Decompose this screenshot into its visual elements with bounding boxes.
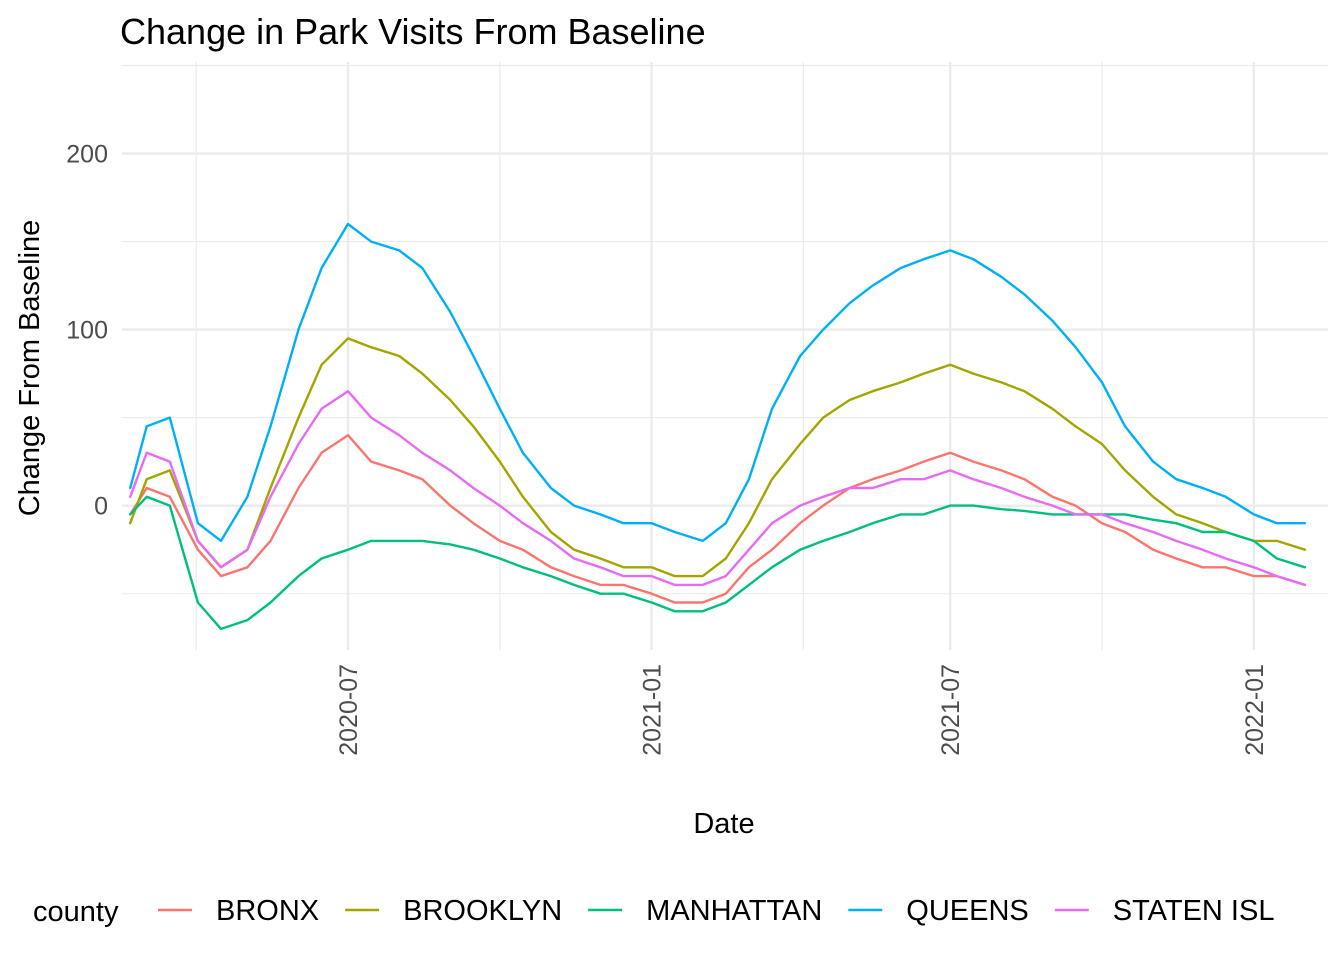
legend-label: BRONX <box>216 895 319 927</box>
x-tick-label: 2020-07 <box>335 664 363 756</box>
x-tick-label: 2022-01 <box>1241 664 1269 756</box>
series-lines <box>128 222 1307 631</box>
legend-label: MANHATTAN <box>646 895 822 927</box>
y-tick-label: 200 <box>66 141 108 169</box>
series-line-queens <box>128 222 1307 543</box>
legend-title: county <box>33 896 119 928</box>
x-tick-label: 2021-01 <box>639 664 667 756</box>
grid <box>122 62 1328 650</box>
legend-label: STATEN ISL <box>1113 895 1275 927</box>
chart-title: Change in Park Visits From Baseline <box>120 11 706 52</box>
y-tick-label: 0 <box>94 493 108 521</box>
axis-ticks: 0 100 200 2020-07 2021-01 2021-07 2022-01 <box>66 141 1268 756</box>
series-line-manhattan <box>128 495 1307 631</box>
x-axis-title: Date <box>693 808 754 840</box>
y-axis-title: Change From Baseline <box>14 220 46 517</box>
x-tick-label: 2021-07 <box>937 664 965 756</box>
y-tick-label: 100 <box>66 317 108 345</box>
series-line-brooklyn <box>128 337 1307 578</box>
series-line-bronx <box>128 434 1307 604</box>
legend-label: BROOKLYN <box>403 895 562 927</box>
series-line-staten-isl <box>128 390 1307 587</box>
legend: county BRONX BROOKLYN MANHATTAN QUEENS STATE… <box>33 895 1274 928</box>
legend-label: QUEENS <box>906 895 1028 927</box>
